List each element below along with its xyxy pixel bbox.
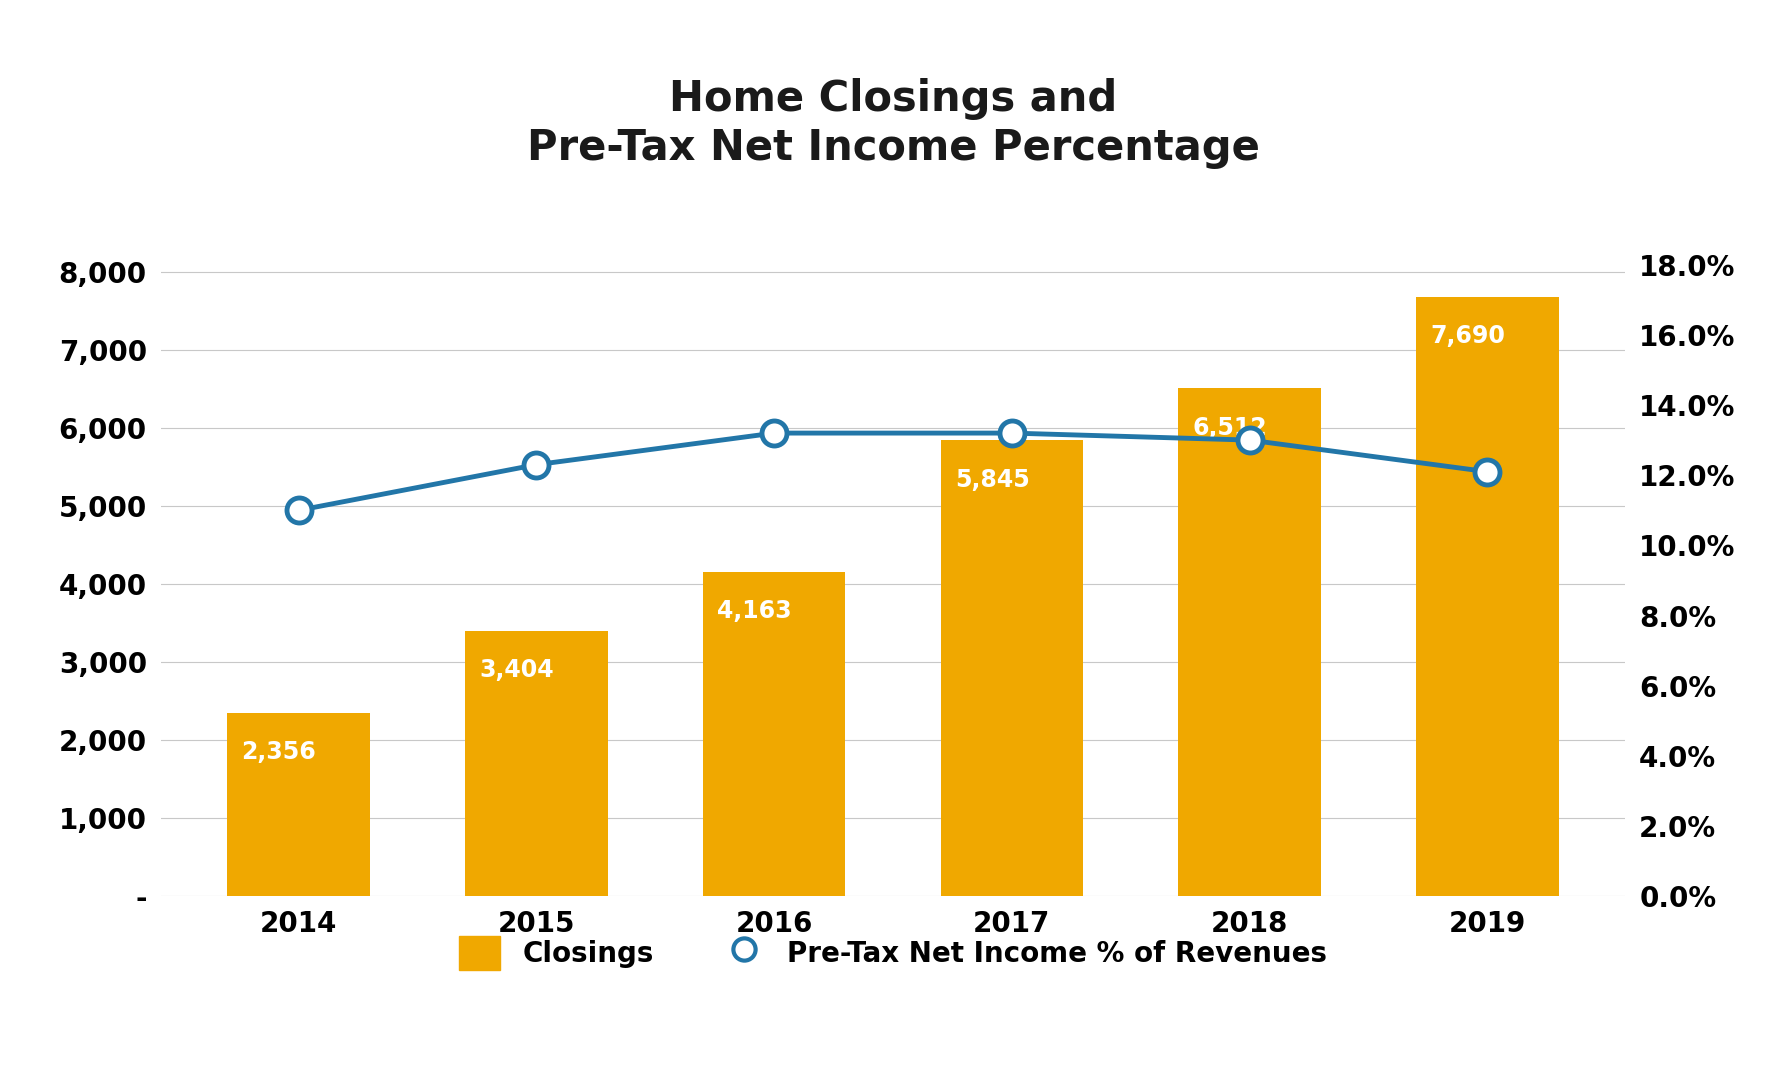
Text: 4,163: 4,163 [716,599,791,623]
Bar [464,631,607,896]
Text: 7,690: 7,690 [1431,324,1506,348]
Title: Home Closings and
Pre-Tax Net Income Percentage: Home Closings and Pre-Tax Net Income Per… [527,78,1259,168]
Text: 5,845: 5,845 [956,468,1029,491]
Bar [704,571,845,896]
Text: 3,404: 3,404 [479,658,554,683]
Text: 6,512: 6,512 [1193,416,1268,440]
Bar [941,441,1082,896]
Text: 2,356: 2,356 [241,740,316,764]
Legend: Closings, Pre-Tax Net Income % of Revenues: Closings, Pre-Tax Net Income % of Revenu… [448,924,1338,981]
Bar [1416,297,1559,896]
Bar [227,713,370,896]
Bar [1179,389,1322,896]
